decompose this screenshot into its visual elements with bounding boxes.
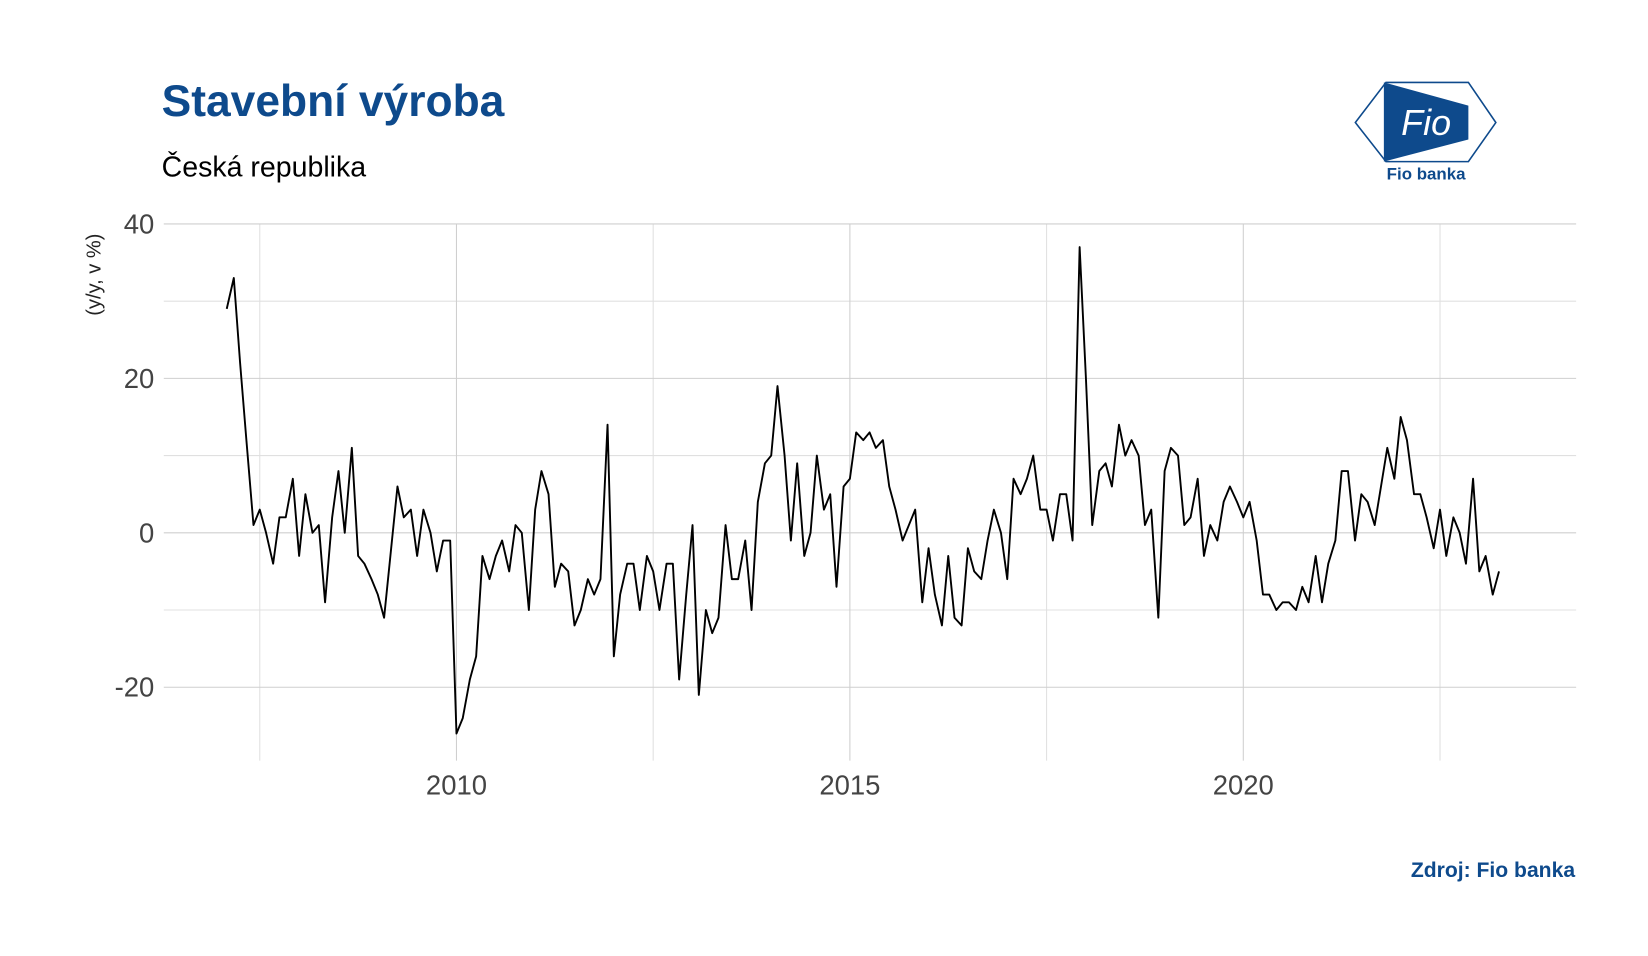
chart-subtitle: Česká republika <box>162 151 367 183</box>
x-tick-label: 2015 <box>819 769 880 800</box>
logo: Fio Fio banka <box>1354 81 1497 184</box>
y-tick-label: 0 <box>139 517 154 548</box>
y-tick-label: 20 <box>124 363 155 394</box>
x-tick-label: 2010 <box>426 769 487 800</box>
chart-title: Stavební výroba <box>162 77 505 126</box>
source: Zdroj: Fio banka <box>1411 859 1575 882</box>
logo-outline <box>1354 81 1497 163</box>
grid: -20 0 20 40 2010 2015 2020 <box>115 208 1577 800</box>
logo-text: Fio <box>1401 102 1451 143</box>
y-axis-label: (y/y, v %) <box>83 234 105 316</box>
line <box>225 246 1500 735</box>
logo-shape <box>1383 82 1469 162</box>
y-tick-label: 40 <box>124 208 155 239</box>
logo-caption: Fio banka <box>1387 165 1466 184</box>
plot <box>225 246 1500 735</box>
x-tick-label: 2020 <box>1213 769 1274 800</box>
y-tick-label: -20 <box>115 672 155 703</box>
